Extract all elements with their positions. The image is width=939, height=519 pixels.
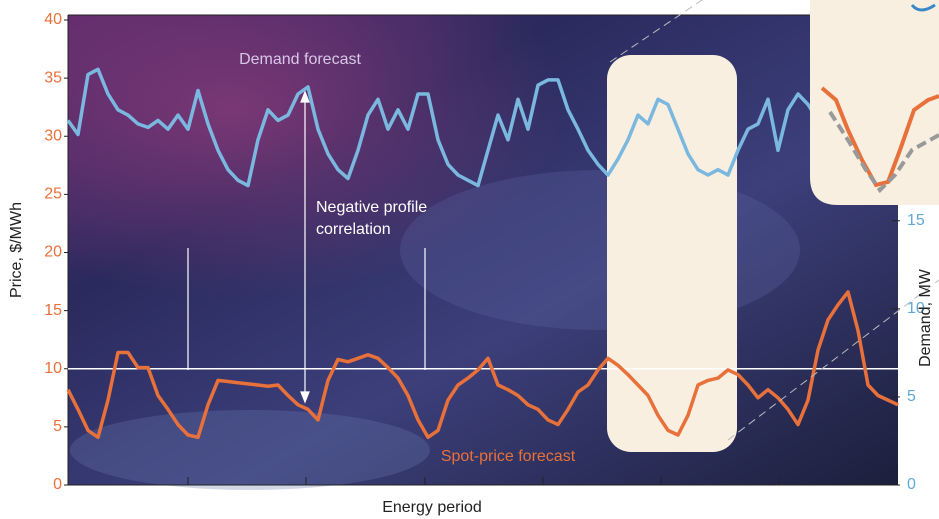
y-tick-label: 40 [44,11,62,28]
x-axis-label: Energy period [382,499,482,516]
y-tick-label: 0 [53,476,62,493]
chart: 0510152025303540051015 Energy period Pri… [0,0,939,519]
y-tick-label: 30 [44,127,62,144]
y-tick-label: 25 [44,186,62,203]
y2-tick-label: 5 [907,388,916,405]
y-tick-label: 15 [44,302,62,319]
y2-tick-label: 15 [907,212,925,229]
plot-background [68,15,898,490]
y2-tick-label: 0 [907,476,916,493]
y2-axis-label: Demand, MW [917,268,934,367]
y-tick-label: 20 [44,244,62,261]
demand-annotation: Demand forecast [239,51,361,68]
correlation-annotation: correlation [316,221,391,238]
y-axis-label: Price, $/MWh [8,202,25,298]
y-tick-label: 35 [44,69,62,86]
y-tick-label: 5 [53,418,62,435]
price-annotation: Spot-price forecast [441,448,576,465]
y-tick-label: 10 [44,360,62,377]
correlation-annotation: Negative profile [316,199,427,216]
